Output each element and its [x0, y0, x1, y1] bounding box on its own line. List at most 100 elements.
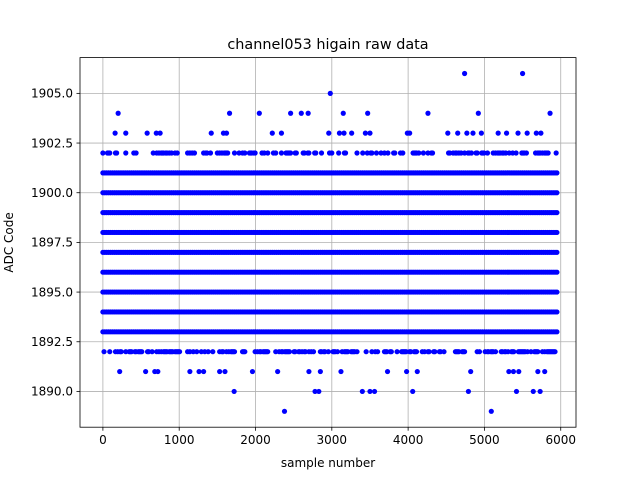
data-point: [495, 130, 501, 136]
data-point: [441, 349, 447, 355]
data-point: [112, 130, 118, 136]
y-tick-label: 1890.0: [31, 385, 73, 399]
data-point: [535, 349, 541, 355]
data-point: [554, 229, 560, 236]
data-point: [222, 368, 228, 375]
data-point: [153, 130, 159, 136]
data-point: [538, 130, 544, 136]
data-point: [455, 130, 461, 136]
data-point: [249, 368, 256, 375]
data-point: [231, 388, 237, 395]
x-axis-label: sample number: [281, 456, 375, 470]
data-point: [404, 368, 410, 375]
data-point: [196, 368, 202, 375]
data-point: [269, 130, 275, 136]
data-point: [341, 130, 347, 136]
y-axis-ticks: 1890.0 1892.5 1895.0 1897.5 1900.0 1902.5 1905…: [31, 87, 80, 399]
data-point: [329, 150, 335, 156]
data-point: [420, 150, 426, 156]
data-point: [115, 110, 121, 116]
data-point: [194, 349, 200, 355]
data-point: [231, 349, 238, 355]
data-point: [288, 110, 294, 116]
data-point: [554, 329, 560, 335]
data-point: [354, 150, 360, 156]
x-axis-ticks: 0 1000 2000 3000 4000 5000 6000: [99, 427, 576, 447]
data-point: [385, 150, 391, 156]
chart-title: channel053 higain raw data: [227, 37, 428, 53]
data-point: [144, 130, 150, 136]
data-point: [326, 130, 332, 136]
data-point: [475, 110, 481, 116]
data-point: [425, 110, 431, 116]
data-point: [325, 349, 331, 355]
data-point: [511, 349, 517, 355]
data-point: [187, 368, 193, 375]
data-point: [554, 170, 560, 176]
data-point: [524, 130, 530, 136]
data-point: [155, 368, 161, 375]
data-point: [201, 368, 207, 375]
y-axis-label: ADC Code: [2, 212, 16, 272]
data-point: [256, 110, 262, 116]
data-point: [313, 150, 319, 156]
data-point: [488, 408, 494, 414]
data-point: [426, 349, 432, 355]
x-tick-label: 1000: [164, 433, 195, 447]
data-point: [407, 130, 413, 136]
data-point: [217, 368, 223, 375]
data-point: [278, 130, 285, 136]
data-point: [191, 150, 198, 156]
data-point: [226, 110, 233, 116]
data-point: [476, 349, 483, 355]
data-point: [354, 349, 360, 355]
data-point: [513, 150, 519, 156]
data-point: [533, 130, 539, 136]
data-point: [133, 150, 139, 156]
data-point: [273, 150, 279, 156]
data-point: [223, 130, 230, 136]
data-point: [519, 70, 526, 77]
data-point: [317, 368, 323, 375]
data-point: [464, 130, 470, 136]
data-point: [359, 388, 365, 395]
data-point: [305, 110, 311, 116]
data-point: [118, 349, 124, 355]
data-point: [388, 349, 394, 355]
data-point: [554, 190, 560, 196]
x-tick-label: 5000: [469, 433, 500, 447]
data-point: [340, 110, 346, 116]
data-point: [242, 150, 248, 156]
data-point: [478, 130, 484, 136]
data-point: [306, 150, 312, 156]
data-point: [107, 349, 113, 355]
data-point: [281, 408, 288, 414]
data-point: [360, 150, 366, 156]
data-point: [293, 150, 299, 156]
data-point: [157, 130, 163, 136]
data-point: [461, 70, 468, 77]
y-tick-label: 1900.0: [31, 186, 73, 200]
data-point: [516, 368, 522, 375]
data-point: [252, 150, 258, 156]
data-point: [468, 368, 474, 375]
data-point: [265, 349, 271, 355]
x-tick-label: 6000: [545, 433, 576, 447]
data-point: [537, 388, 543, 395]
data-point: [445, 130, 451, 136]
data-point: [523, 150, 530, 156]
data-point: [114, 150, 120, 156]
data-points: [100, 70, 560, 414]
data-point: [554, 309, 560, 315]
data-point: [429, 150, 436, 156]
data-point: [334, 349, 341, 355]
data-point: [554, 249, 560, 255]
data-point: [365, 110, 371, 116]
data-point: [242, 349, 248, 355]
data-point: [552, 349, 558, 355]
y-tick-label: 1897.5: [31, 236, 73, 250]
data-point: [432, 349, 438, 355]
data-point: [530, 388, 536, 395]
